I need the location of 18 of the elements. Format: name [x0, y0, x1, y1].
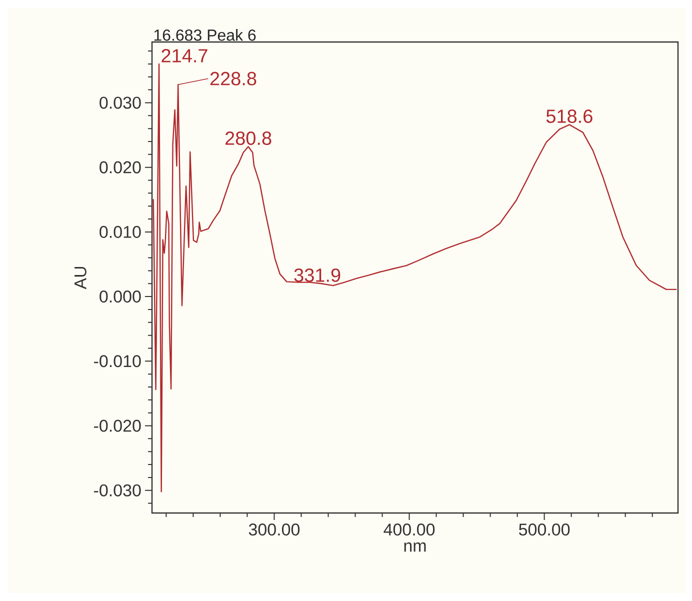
y-tick-label: 0.000 — [100, 290, 141, 303]
y-tick-label: -0.030 — [94, 484, 141, 496]
annotation: 280.8 — [225, 132, 272, 145]
annotation: 518.6 — [546, 110, 592, 123]
y-tick-label: 0.020 — [100, 161, 141, 174]
y-tick-label: -0.010 — [94, 355, 141, 368]
chart-title: 16.683 Peak 6 — [154, 29, 256, 41]
x-tick-label: 500.00 — [518, 524, 570, 536]
annotation: 214.7 — [162, 48, 208, 62]
y-tick-label: -0.020 — [94, 420, 141, 432]
y-tick-label: 0.030 — [100, 96, 141, 109]
x-tick-label: 400.00 — [384, 524, 435, 536]
x-axis-title: nm — [404, 542, 426, 552]
annotation: 331.9 — [294, 268, 340, 282]
y-tick-label: 0.010 — [100, 226, 141, 238]
y-axis-title: AU — [74, 266, 86, 290]
annotation: 228.8 — [210, 72, 256, 86]
x-tick-label: 300.00 — [248, 524, 300, 536]
